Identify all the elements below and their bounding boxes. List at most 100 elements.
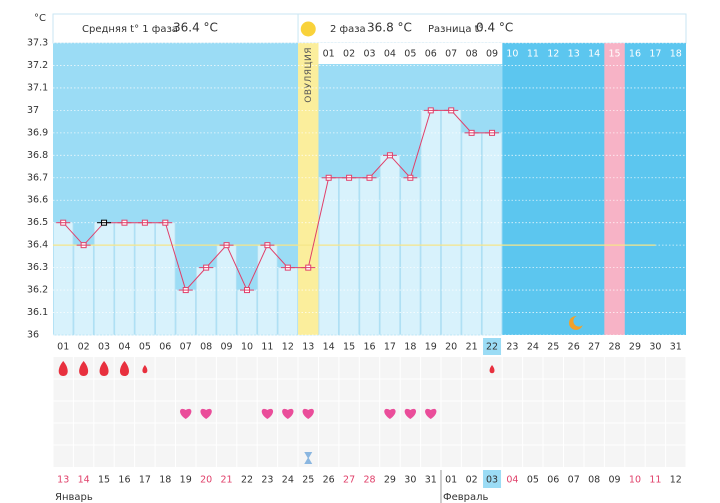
date-label: 15 [98,475,110,486]
icon-area [53,357,687,467]
phase2-row [318,43,503,64]
date-label: 31 [425,475,437,486]
date-label: 06 [547,475,559,486]
phase2-day: 18 [670,49,682,60]
phase1-label: Средняя t° 1 фаза [82,24,178,35]
phase2-day: 05 [404,49,416,60]
phase2-label: 2 фаза [330,24,366,35]
phase2-day: 09 [486,49,498,60]
current-date-box [483,470,502,488]
date-label: 08 [588,475,600,486]
day-label: 31 [670,342,682,353]
test-icon [304,452,313,464]
date-label: 03 [486,475,498,486]
date-label: 20 [200,475,212,486]
fill-column [277,267,298,336]
bleeding-drop [79,361,89,376]
bleeding-drop [489,365,495,374]
date-label: 21 [221,475,233,486]
date-label: 26 [323,475,335,486]
bleeding-drop [142,365,148,374]
fill-column [196,267,217,336]
y-tick-label: 37.3 [27,38,48,49]
date-label: 17 [139,475,151,486]
bleeding-drop [58,361,68,376]
day-label: 21 [466,342,478,353]
date-label: 13 [57,475,69,486]
unit: °C [34,13,46,24]
heart [282,408,294,419]
fill-column [73,244,94,336]
fill-column [400,177,421,336]
phase2-day: 04 [384,49,396,60]
day-label: 19 [425,342,437,353]
heart [384,408,396,419]
fill-column [318,177,339,336]
future-bg [502,43,687,335]
heart [404,408,417,419]
day-label: 25 [547,342,559,353]
day-label: 04 [118,342,130,353]
fill-column [338,177,360,336]
fill-column [481,132,503,336]
day-label: 15 [343,342,355,353]
temperature-line [62,109,493,292]
day-label: 03 [98,342,110,353]
date-label: 10 [629,475,641,486]
y-tick-label: 36.2 [27,285,48,296]
day-label: 22 [486,342,498,353]
date-label: 23 [261,475,273,486]
y-tick-label: 36.9 [27,127,48,138]
phase2-day: 07 [445,49,457,60]
heart [302,408,314,419]
highlight-column [604,43,625,335]
day-label: 09 [221,342,233,353]
y-tick-label: 36 [27,330,39,341]
date-label: 12 [670,475,682,486]
date-label: 16 [118,475,130,486]
bleeding-drop [119,361,129,376]
y-tick-label: 36.5 [27,217,48,228]
phase2-day: 03 [363,49,375,60]
day-label: 10 [241,342,253,353]
phase2-day: 13 [568,49,580,60]
day-label: 16 [363,342,375,353]
date-label: 07 [568,475,580,486]
date-label: 30 [404,475,416,486]
day-label: 27 [588,342,600,353]
fill-column [155,222,176,336]
phase2-day: 12 [547,49,559,60]
phase2-day: 01 [323,49,335,60]
y-tick-label: 36.7 [27,172,48,183]
day-label: 29 [629,342,641,353]
y-tick-label: 36.1 [27,307,48,318]
phase2-day: 15 [609,49,621,60]
ovulation-column [298,43,319,335]
month-label: Январь [55,492,93,503]
phase2-day: 17 [649,49,661,60]
header-box [52,13,687,44]
phase2-day: 11 [527,49,539,60]
fill-column [441,109,462,336]
date-label: 27 [343,475,355,486]
ovulation-label: ОВУЛЯЦИЯ [304,47,314,103]
fill-column [420,109,441,336]
date-label: 18 [159,475,171,486]
date-label: 14 [78,475,90,486]
fill-column [359,177,380,336]
day-label: 01 [57,342,69,353]
date-label: 04 [506,475,518,486]
diff-label: Разница t° [428,24,484,35]
phase2-day: 02 [343,49,355,60]
day-label: 08 [200,342,212,353]
fill-column [134,222,155,336]
day-label: 05 [139,342,151,353]
day-label: 13 [302,342,314,353]
fill-column [114,222,135,336]
heart [180,408,192,419]
phase1-value: 36.4 °C [173,21,218,35]
date-label: 05 [527,475,539,486]
day-label: 30 [649,342,661,353]
moon [569,315,583,330]
ovulation-sun [300,21,316,37]
